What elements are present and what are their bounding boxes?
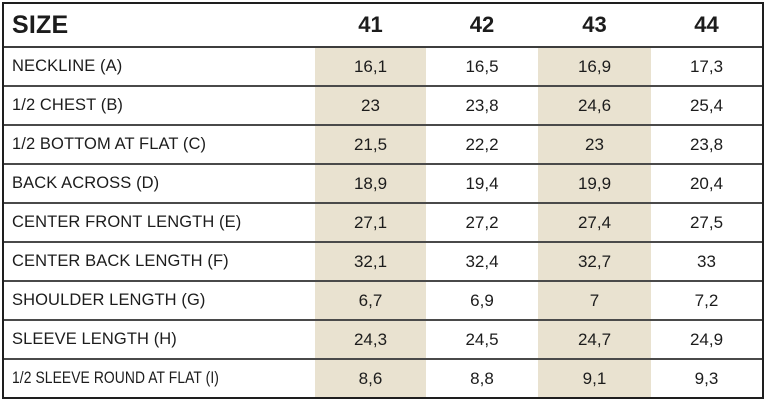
size-value-cell: 24,9: [689, 329, 724, 349]
table-row-half-bottom-at-flat: 1/2 BOTTOM AT FLAT (C) 21,5 22,2 23 23,8: [4, 124, 762, 163]
size-value-cell: 23: [538, 126, 651, 163]
size-value-cell: 33: [697, 251, 716, 271]
size-value-cell: 16,9: [538, 48, 651, 85]
size-value-cell: 16,1: [315, 48, 426, 85]
size-value-cell: 32,1: [315, 243, 426, 280]
size-value-cell: 17,3: [689, 56, 724, 76]
size-value-cell: 7,2: [694, 290, 719, 310]
size-value-cell: 8,6: [315, 360, 426, 397]
table-row-back-across: BACK ACROSS (D) 18,9 19,4 19,9 20,4: [4, 163, 762, 202]
size-value-cell: 32,4: [465, 251, 499, 271]
size-value-cell: 8,8: [470, 368, 494, 388]
row-label: 1/2 SLEEVE ROUND AT FLAT (I): [12, 369, 219, 387]
table-row-shoulder-length: SHOULDER LENGTH (G) 6,7 6,9 7 7,2: [4, 280, 762, 319]
size-value-cell: 16,5: [465, 56, 499, 76]
row-label: 1/2 CHEST (B): [12, 96, 124, 114]
row-label: 1/2 BOTTOM AT FLAT (C): [12, 135, 207, 153]
row-label: CENTER FRONT LENGTH (E): [12, 213, 242, 231]
size-value-cell: 24,3: [315, 321, 426, 358]
size-value-cell: 20,4: [689, 173, 724, 193]
size-value-cell: 19,9: [538, 165, 651, 202]
size-value-cell: 27,5: [689, 212, 724, 232]
row-label: SHOULDER LENGTH (G): [12, 291, 206, 309]
size-value-cell: 9,3: [694, 368, 719, 388]
size-value-cell: 23,8: [689, 134, 724, 154]
row-label: NECKLINE (A): [12, 57, 123, 75]
size-value-cell: 27,4: [538, 204, 651, 241]
size-value-cell: 25,4: [689, 95, 724, 115]
row-label: SLEEVE LENGTH (H): [12, 330, 177, 348]
table-header-row: SIZE 41 42 43 44: [4, 4, 762, 46]
size-value-cell: 24,5: [465, 329, 499, 349]
size-column-header-43: 43: [582, 12, 607, 37]
table-row-center-back-length: CENTER BACK LENGTH (F) 32,1 32,4 32,7 33: [4, 241, 762, 280]
size-value-cell: 7: [538, 282, 651, 319]
row-label: BACK ACROSS (D): [12, 174, 160, 192]
table-row-center-front-length: CENTER FRONT LENGTH (E) 27,1 27,2 27,4 2…: [4, 202, 762, 241]
size-value-cell: 6,9: [470, 290, 494, 310]
size-value-cell: 23,8: [465, 95, 499, 115]
size-value-cell: 6,7: [315, 282, 426, 319]
size-value-cell: 27,2: [465, 212, 499, 232]
size-value-cell: 22,2: [465, 134, 499, 154]
table-row-neckline: NECKLINE (A) 16,1 16,5 16,9 17,3: [4, 46, 762, 85]
size-value-cell: 24,6: [538, 87, 651, 124]
row-label: CENTER BACK LENGTH (F): [12, 252, 229, 270]
size-value-cell: 32,7: [538, 243, 651, 280]
size-value-cell: 24,7: [538, 321, 651, 358]
size-value-cell: 21,5: [315, 126, 426, 163]
table-row-sleeve-length: SLEEVE LENGTH (H) 24,3 24,5 24,7 24,9: [4, 319, 762, 358]
size-value-cell: 19,4: [465, 173, 499, 193]
size-value-cell: 18,9: [315, 165, 426, 202]
size-column-header-41: 41: [358, 12, 383, 37]
table-row-half-sleeve-round-at-flat: 1/2 SLEEVE ROUND AT FLAT (I) 8,6 8,8 9,1…: [4, 358, 762, 397]
size-column-header-44: 44: [694, 12, 719, 37]
size-value-cell: 9,1: [538, 360, 651, 397]
size-value-cell: 23: [315, 87, 426, 124]
size-header-label: SIZE: [12, 10, 69, 39]
size-value-cell: 27,1: [315, 204, 426, 241]
table-row-half-chest: 1/2 CHEST (B) 23 23,8 24,6 25,4: [4, 85, 762, 124]
size-column-header-42: 42: [469, 12, 495, 37]
